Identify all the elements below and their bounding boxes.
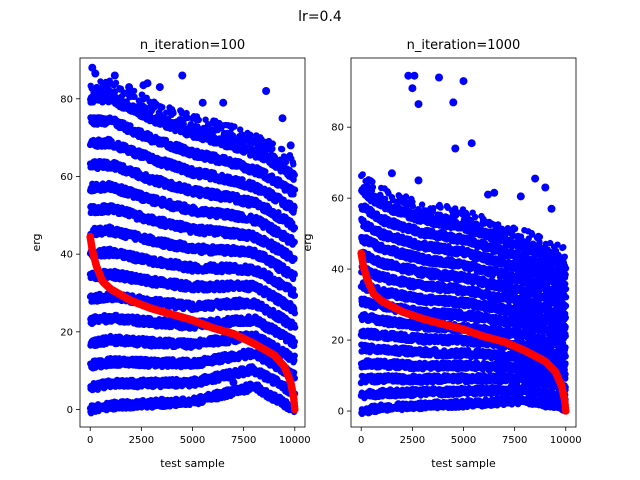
scatter-point (170, 110, 177, 117)
scatter-point (142, 106, 149, 113)
figure-suptitle: lr=0.4 (298, 9, 342, 25)
scatter-point (183, 109, 190, 117)
scatter-point (130, 87, 138, 95)
subplot-n-iteration-100: 0 2500 5000 7500 10000020406080n_iteration=1… (30, 38, 311, 470)
scatter-point (112, 79, 120, 87)
scatter-point (131, 93, 138, 101)
scatter-point (159, 104, 166, 111)
scatter-point (195, 116, 202, 124)
blue-scatter-series (86, 63, 299, 417)
plot-area (86, 63, 299, 417)
scatter-point (231, 123, 238, 130)
